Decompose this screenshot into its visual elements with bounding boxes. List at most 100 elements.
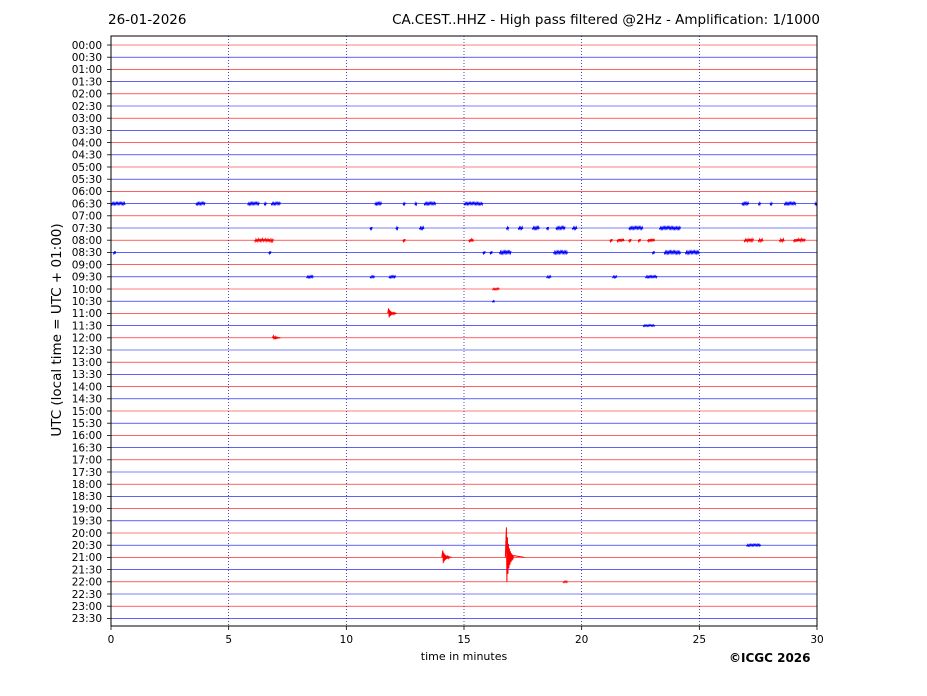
seismic-burst: [658, 225, 681, 231]
seismic-burst: [609, 238, 613, 244]
minute-axis-ticks: 0 5 10 15 20 25 30: [108, 626, 824, 646]
seismic-burst: [491, 287, 500, 291]
y-tick-label: 16:00: [72, 430, 102, 442]
y-tick-label: 07:30: [72, 223, 102, 235]
seismic-burst: [642, 323, 656, 328]
y-tick-label: 14:30: [72, 394, 102, 406]
y-tick-label: 22:00: [72, 577, 102, 589]
seismic-burst: [263, 201, 267, 207]
seismic-burst: [793, 236, 806, 244]
y-tick-label: 21:00: [72, 552, 102, 564]
seismic-burst: [414, 201, 418, 207]
seismic-burst: [388, 274, 397, 280]
y-tick-label: 05:30: [72, 174, 102, 186]
seismic-burst: [741, 200, 750, 207]
x-tick-label: 20: [575, 634, 588, 646]
y-tick-label: 05:00: [72, 162, 102, 174]
seismic-burst: [110, 200, 126, 207]
seismic-burst: [545, 274, 552, 280]
y-tick-label: 11:30: [72, 320, 102, 332]
x-tick-label: 30: [810, 634, 823, 646]
seismic-event-spike: [271, 334, 281, 341]
seismic-burst: [369, 274, 376, 280]
y-tick-label: 20:30: [72, 540, 102, 552]
x-tick-label: 25: [693, 634, 706, 646]
date-label: 26-01-2026: [108, 12, 187, 28]
y-tick-label: 02:00: [72, 89, 102, 101]
y-tick-label: 22:30: [72, 589, 102, 601]
x-tick-label: 10: [340, 634, 353, 646]
y-tick-label: 09:30: [72, 272, 102, 284]
seismic-burst: [374, 200, 383, 207]
y-tick-label: 16:30: [72, 442, 102, 454]
seismic-burst: [531, 225, 540, 231]
y-tick-label: 03:00: [72, 113, 102, 125]
y-tick-label: 20:00: [72, 528, 102, 540]
y-tick-label: 08:00: [72, 235, 102, 247]
seismic-burst: [247, 200, 260, 207]
y-tick-label: 04:00: [72, 137, 102, 149]
y-tick-label: 13:30: [72, 369, 102, 381]
y-tick-label: 10:00: [72, 284, 102, 296]
time-axis-ticks: 00:0000:3001:0001:3002:0002:3003:0003:30…: [72, 40, 111, 625]
seismic-burst: [769, 201, 773, 207]
seismic-burst: [562, 580, 568, 584]
y-tick-label: 17:00: [72, 455, 102, 467]
seismic-burst: [423, 200, 437, 207]
seismic-burst: [616, 238, 625, 244]
seismic-burst: [684, 249, 700, 256]
seismic-burst: [268, 251, 272, 256]
y-tick-label: 02:30: [72, 101, 102, 113]
seismic-burst: [555, 225, 566, 231]
y-tick-label: 14:00: [72, 381, 102, 393]
seismic-burst: [489, 251, 493, 256]
y-tick-label: 23:00: [72, 601, 102, 613]
y-tick-label: 04:30: [72, 150, 102, 162]
seismic-burst: [402, 201, 406, 207]
seismic-burst: [663, 249, 681, 256]
x-tick-label: 0: [108, 634, 115, 646]
seismic-burst: [553, 249, 568, 256]
seismic-burst: [743, 237, 754, 244]
seismic-burst: [463, 200, 484, 207]
seismic-burst: [482, 251, 486, 256]
y-tick-label: 18:00: [72, 479, 102, 491]
seismic-burst: [517, 225, 524, 231]
seismic-burst: [757, 237, 764, 244]
seismic-burst: [270, 200, 281, 207]
seismic-burst: [112, 251, 117, 256]
y-tick-label: 17:30: [72, 467, 102, 479]
seismic-burst: [418, 225, 425, 231]
y-tick-label: 06:30: [72, 198, 102, 210]
y-tick-label: 08:30: [72, 247, 102, 259]
y-tick-label: 06:00: [72, 186, 102, 198]
seismic-burst: [305, 274, 314, 280]
seismic-burst: [491, 299, 496, 304]
y-tick-label: 12:00: [72, 333, 102, 345]
y-axis-label: UTC (local time = UTC + 01:00): [49, 223, 65, 437]
station-title: CA.CEST..HHZ - High pass filtered @2Hz -…: [392, 12, 820, 28]
y-tick-label: 15:30: [72, 418, 102, 430]
y-tick-label: 12:30: [72, 345, 102, 357]
x-axis-label: time in minutes: [420, 650, 508, 663]
y-tick-label: 11:00: [72, 308, 102, 320]
y-tick-label: 15:00: [72, 406, 102, 418]
seismic-burst: [647, 238, 656, 244]
y-tick-label: 09:00: [72, 259, 102, 271]
seismic-burst: [644, 274, 658, 280]
seismic-burst: [545, 226, 550, 232]
seismic-burst: [468, 237, 474, 244]
y-tick-label: 00:00: [72, 40, 102, 52]
seismic-burst: [369, 226, 373, 232]
seismic-burst: [746, 542, 761, 548]
seismic-burst: [778, 237, 785, 244]
seismic-burst: [571, 225, 578, 231]
minute-gridlines: [228, 36, 700, 626]
y-tick-label: 07:00: [72, 211, 102, 223]
seismic-event-spike: [504, 527, 525, 583]
seismic-burst: [395, 225, 399, 232]
y-tick-label: 13:00: [72, 357, 102, 369]
x-tick-label: 5: [225, 634, 232, 646]
seismic-event-spike: [387, 308, 397, 318]
